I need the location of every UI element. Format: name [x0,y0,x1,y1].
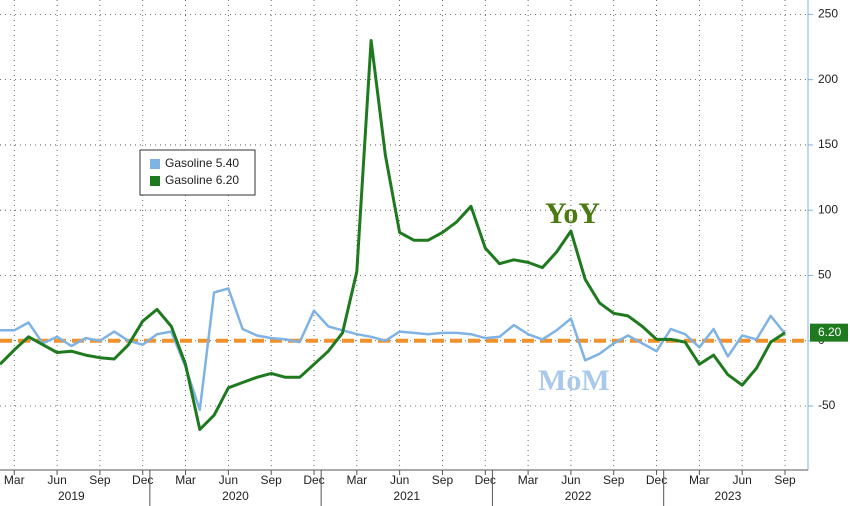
x-tick-label: Mar [689,473,710,487]
x-tick-label: Mar [175,473,196,487]
x-tick-label: Jun [561,473,580,487]
y-tick-label: 250 [818,7,838,21]
x-tick-label: Mar [4,473,25,487]
x-tick-label: Dec [475,473,496,487]
x-tick-label: Jun [390,473,409,487]
x-tick-label: Sep [603,473,625,487]
last-value-label: 6.20 [818,325,842,339]
x-tick-label: Mar [518,473,539,487]
y-tick-label: 150 [818,137,838,151]
y-tick-label: 50 [818,268,832,282]
x-tick-label: Jun [219,473,238,487]
last-value-box [810,323,848,342]
x-tick-label: Sep [432,473,454,487]
series-line [0,287,786,412]
year-label: 2022 [565,489,592,503]
y-tick-label: 100 [818,202,838,216]
year-label: 2021 [393,489,420,503]
x-tick-label: Mar [346,473,367,487]
year-label: 2023 [715,489,742,503]
annotation: YoY [545,197,600,230]
legend-label: Gasoline 6.20 [165,173,239,187]
year-label: 2019 [58,489,85,503]
legend-box [139,149,256,196]
legend-swatch [150,159,160,169]
series-line [0,39,786,431]
x-tick-label: Sep [774,473,796,487]
legend-label: Gasoline 5.40 [165,156,239,170]
y-tick-label: -50 [818,398,836,412]
year-label: 2020 [222,489,249,503]
x-tick-label: Dec [303,473,324,487]
x-tick-label: Sep [89,473,111,487]
x-tick-label: Jun [733,473,752,487]
x-tick-label: Dec [132,473,153,487]
y-tick-label: 200 [818,72,838,86]
annotation: MoM [538,364,610,397]
x-tick-label: Jun [47,473,66,487]
legend-swatch [150,176,160,186]
x-tick-label: Dec [646,473,667,487]
x-tick-label: Sep [261,473,283,487]
